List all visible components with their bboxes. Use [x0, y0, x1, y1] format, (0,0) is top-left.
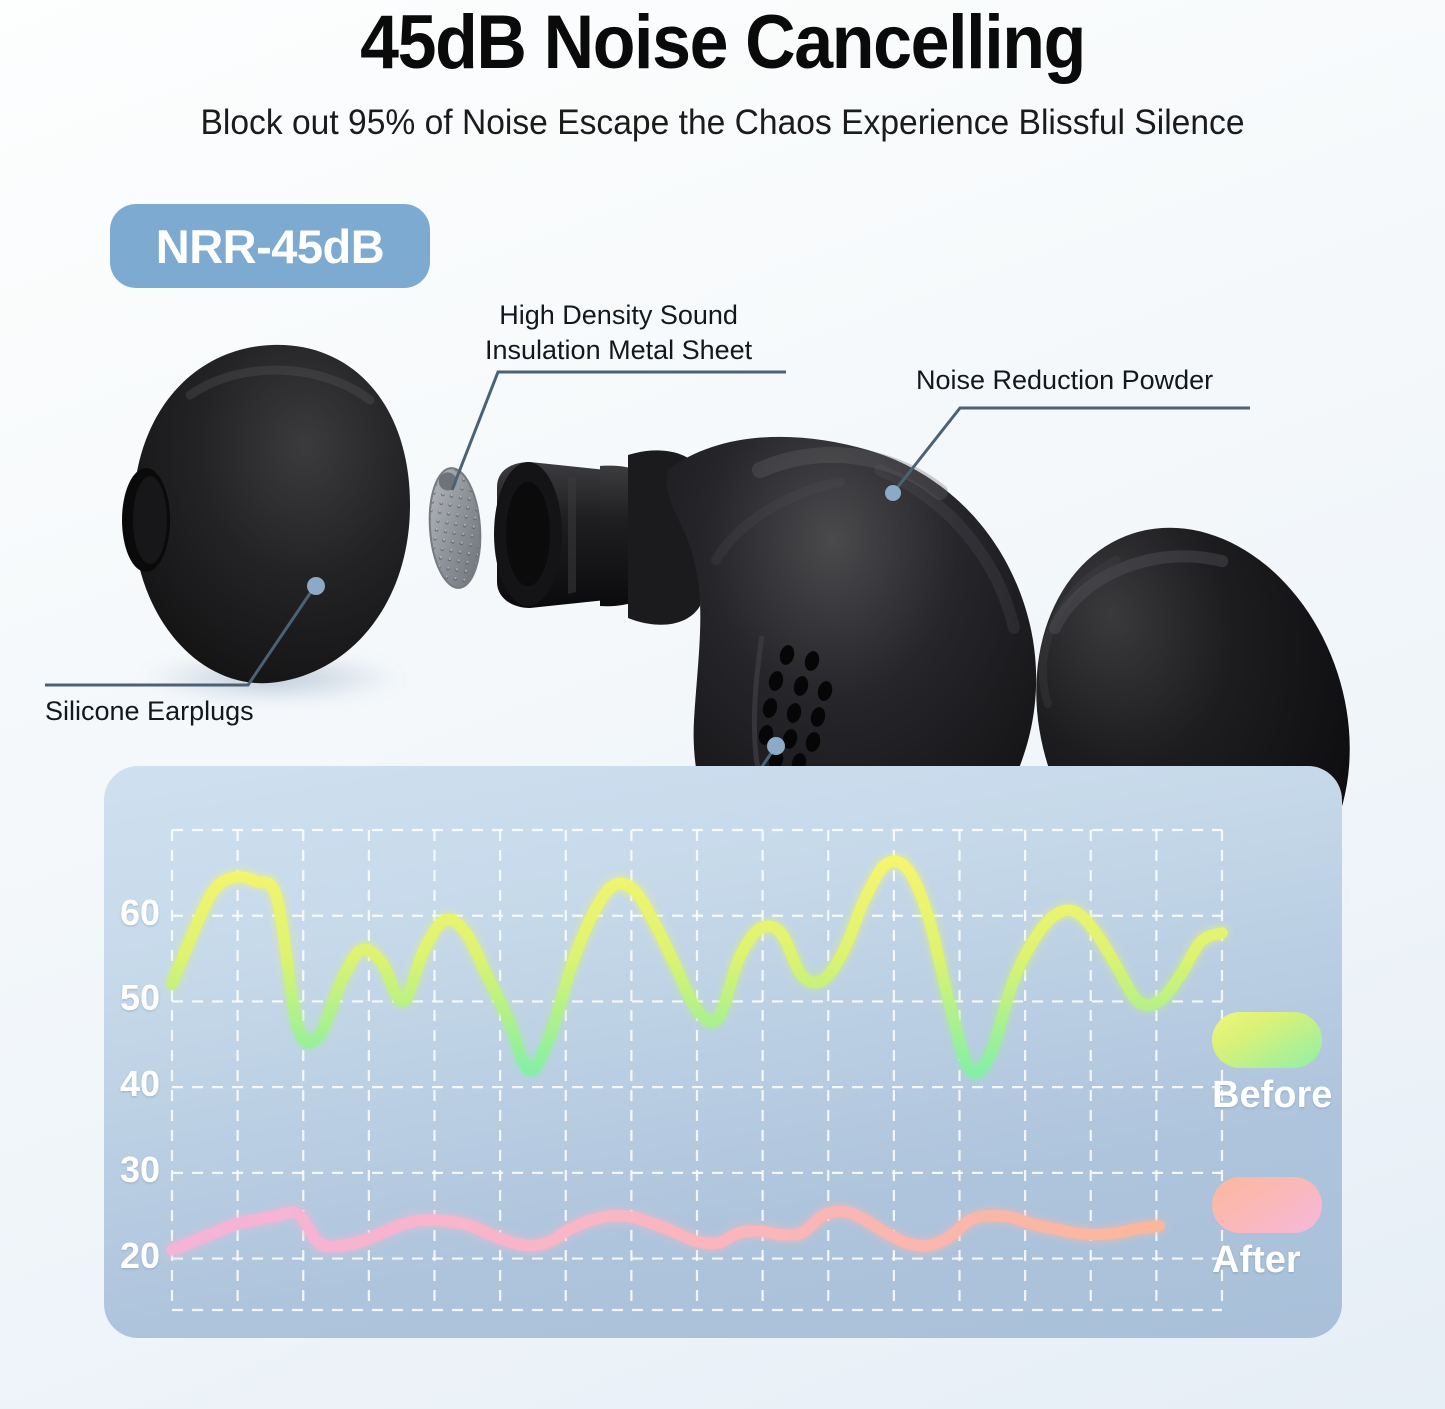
legend-swatch-after — [1212, 1177, 1322, 1233]
chart-ytick-30: 30 — [119, 1148, 160, 1190]
callout-metal-sheet: High Density Sound Insulation Metal Shee… — [485, 300, 753, 366]
legend-spacer — [1212, 1117, 1332, 1177]
nrr-badge-label: NRR-45dB — [155, 219, 385, 273]
chart-ytick-60: 60 — [119, 891, 160, 933]
leader-silicone — [45, 585, 317, 687]
leader-powder — [891, 406, 1250, 494]
noise-comparison-chart — [166, 828, 1228, 1312]
chart-legend: Before After — [1212, 1012, 1332, 1282]
mesh-tab — [438, 472, 457, 491]
eartip-bore — [122, 468, 170, 572]
speaker-grille-holes — [758, 645, 833, 773]
series-after-line — [166, 1205, 1165, 1256]
legend-label-after: After — [1212, 1239, 1301, 1281]
dot-silicone — [307, 577, 325, 595]
series-before-line — [166, 855, 1228, 1079]
legend-swatch-before — [1212, 1012, 1322, 1068]
chart-ytick-20: 20 — [119, 1234, 160, 1276]
chart-ytick-50: 50 — [119, 977, 160, 1019]
leader-metal-sheet — [450, 370, 786, 491]
callout-powder: Noise Reduction Powder — [916, 365, 1214, 395]
page-title: 45dB Noise Cancelling — [360, 0, 1086, 85]
dot-powder — [885, 485, 901, 501]
chart-gridlines — [170, 828, 1224, 1312]
callout-silicone: Silicone Earplugs — [45, 696, 254, 726]
metal-mesh-sheet-part — [428, 467, 482, 589]
chart-ytick-40: 40 — [119, 1063, 160, 1105]
legend-label-before: Before — [1212, 1074, 1333, 1116]
page-subtitle: Block out 95% of Noise Escape the Chaos … — [200, 103, 1245, 143]
header: 45dB Noise Cancelling Block out 95% of N… — [0, 0, 1445, 144]
nrr-badge: NRR-45dB — [110, 204, 430, 288]
silicone-eartip-part — [122, 344, 410, 684]
dot-hds — [767, 737, 785, 755]
